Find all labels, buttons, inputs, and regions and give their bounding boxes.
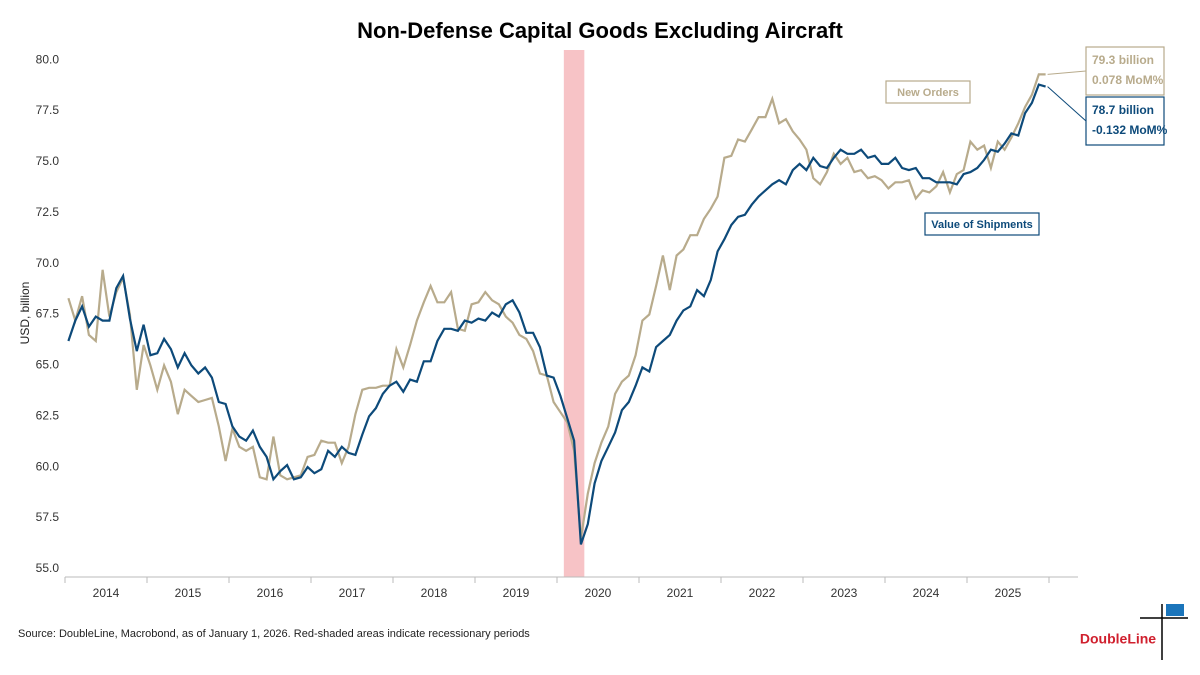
series-line bbox=[67, 73, 1046, 539]
x-tick-label: 2023 bbox=[831, 586, 858, 600]
y-tick-label: 67.5 bbox=[36, 307, 60, 321]
legend-box bbox=[885, 80, 971, 104]
legend-box bbox=[924, 212, 1040, 236]
callout-box bbox=[1085, 46, 1165, 96]
y-tick-label: 62.5 bbox=[36, 408, 60, 422]
callout-leader bbox=[1047, 86, 1087, 122]
y-tick-label: 75.0 bbox=[36, 154, 60, 168]
callout-leader bbox=[1047, 70, 1087, 75]
x-tick-label: 2014 bbox=[93, 586, 120, 600]
y-tick-label: 57.5 bbox=[36, 510, 60, 524]
recession-band bbox=[563, 50, 585, 577]
x-tick-label: 2020 bbox=[585, 586, 612, 600]
x-tick-label: 2016 bbox=[257, 586, 284, 600]
chart-title: Non-Defense Capital Goods Excluding Airc… bbox=[357, 18, 843, 43]
logo-square bbox=[1166, 604, 1184, 616]
y-axis-label: USD, billion bbox=[18, 282, 32, 345]
x-tick-label: 2017 bbox=[339, 586, 366, 600]
legend-label: Value of Shipments bbox=[931, 219, 1032, 231]
source-note: Source: DoubleLine, Macrobond, as of Jan… bbox=[18, 628, 530, 640]
y-tick-label: 70.0 bbox=[36, 256, 60, 270]
series-line bbox=[67, 83, 1046, 545]
y-tick-label: 60.0 bbox=[36, 459, 60, 473]
logo-mark bbox=[1140, 604, 1188, 660]
callout-text: 79.3 billion bbox=[1092, 53, 1154, 67]
logo-text: DoubleLine bbox=[1080, 631, 1156, 647]
y-tick-label: 65.0 bbox=[36, 358, 60, 372]
legend-label: New Orders bbox=[897, 87, 959, 99]
callout-box bbox=[1085, 96, 1165, 146]
x-tick-label: 2025 bbox=[995, 586, 1022, 600]
x-tick-label: 2019 bbox=[503, 586, 530, 600]
callout-text: -0.132 MoM% bbox=[1092, 123, 1168, 137]
x-tick-label: 2015 bbox=[175, 586, 202, 600]
y-tick-label: 80.0 bbox=[36, 52, 60, 66]
callout-text: 78.7 billion bbox=[1092, 103, 1154, 117]
x-tick-label: 2024 bbox=[913, 586, 940, 600]
y-tick-label: 55.0 bbox=[36, 561, 60, 575]
x-tick-label: 2022 bbox=[749, 586, 776, 600]
x-tick-label: 2018 bbox=[421, 586, 448, 600]
y-tick-label: 77.5 bbox=[36, 103, 60, 117]
y-tick-label: 72.5 bbox=[36, 205, 60, 219]
x-tick-label: 2021 bbox=[667, 586, 694, 600]
callout-text: 0.078 MoM% bbox=[1092, 73, 1164, 87]
